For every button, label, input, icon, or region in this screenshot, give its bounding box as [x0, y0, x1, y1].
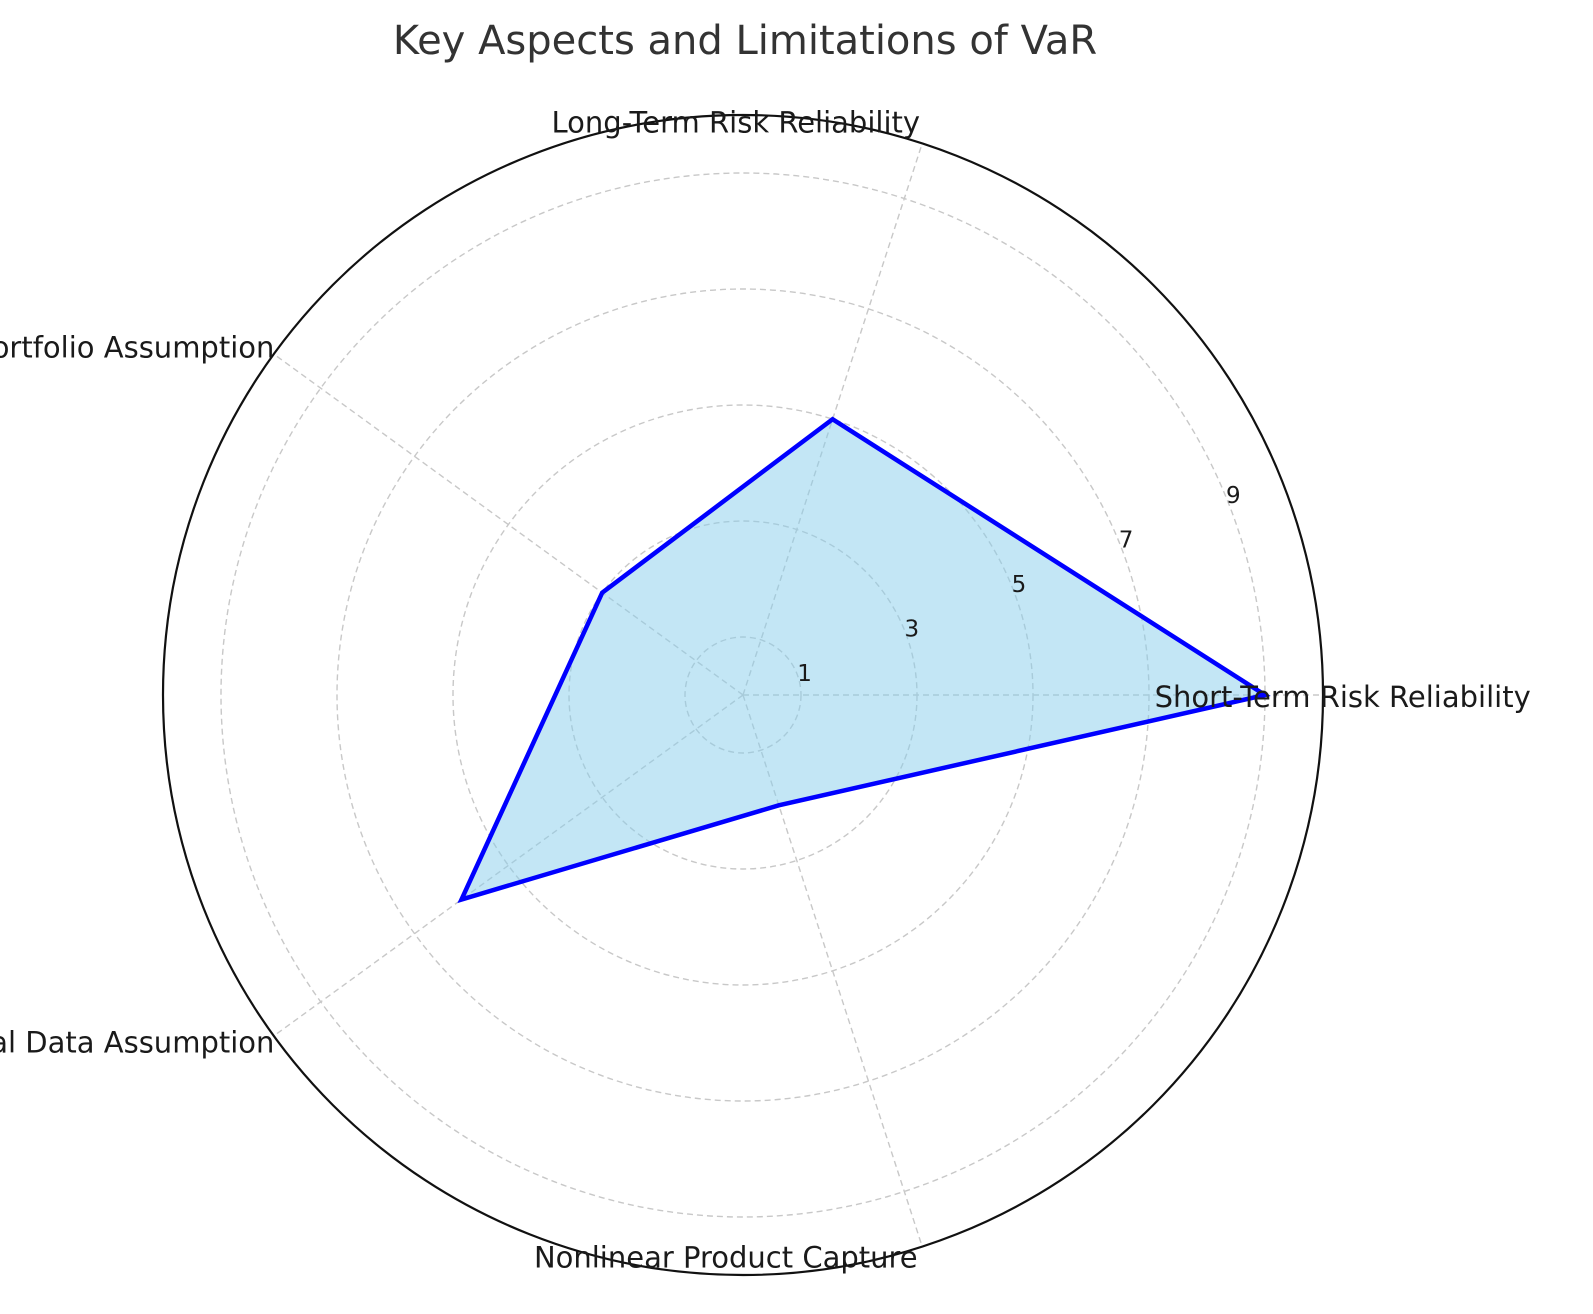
- label-layer: 1 3 5 7 9 Short-Term Risk Reliability Long-Ter…: [0, 105, 1531, 1274]
- polar-frame: [161, 113, 1325, 1277]
- series-line-0: [457, 416, 1271, 904]
- category-label: Long-Term Risk Reliability: [552, 105, 921, 139]
- r-tick-label: 9: [1226, 483, 1241, 509]
- category-label: Historical Data Assumption: [0, 1026, 274, 1060]
- series-area-0: [461, 419, 1265, 900]
- category-label: Short-Term Risk Reliability: [1155, 680, 1531, 714]
- category-label: Nonlinear Product Capture: [534, 1241, 918, 1275]
- chart-title: Key Aspects and Limitations of VaR: [393, 18, 1097, 64]
- r-tick-label: 5: [1012, 572, 1027, 598]
- r-tick-label: 1: [797, 661, 812, 687]
- grid-spoke-2: [273, 353, 744, 696]
- r-tick-label: 3: [904, 616, 919, 642]
- data-layer: [457, 416, 1271, 904]
- r-tick-label: 7: [1119, 528, 1134, 554]
- grid-spoke-4: [742, 694, 923, 1247]
- category-label: Static Portfolio Assumption: [0, 330, 274, 364]
